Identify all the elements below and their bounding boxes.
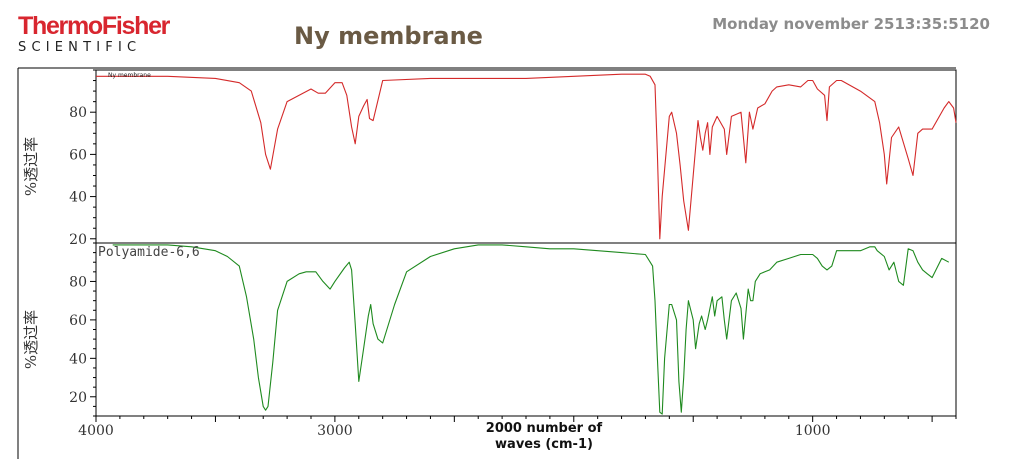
series-line-reference [112, 244, 950, 415]
legend-label: Polyamide-6,6 [98, 245, 200, 260]
panel-frame-1 [95, 69, 957, 244]
axis-ticks [90, 69, 957, 422]
legend-label: Ny membrane [108, 72, 151, 79]
y-axis-label: %透过率 [22, 310, 40, 369]
y-tick-label: 40 [69, 190, 87, 206]
y-axis-label: %透过率 [22, 137, 40, 196]
chart-frame [17, 67, 957, 459]
logo-wordmark: ThermoFisher [18, 12, 170, 40]
x-tick-label: 4000 [78, 423, 114, 439]
brand-logo: ThermoFisher SCIENTIFIC [18, 12, 170, 56]
series-line-sample [96, 73, 957, 240]
y-tick-label: 20 [69, 232, 87, 248]
axis-labels: 20 40 60 80 %透过率 Ny membrane 20 40 60 80 %透过率 Polya… [22, 72, 830, 452]
chart-title: Ny membrane [294, 22, 483, 50]
x-tick-label: 3000 [317, 423, 353, 439]
y-tick-label: 20 [69, 390, 87, 406]
x-axis-label: waves (cm-1) [495, 437, 593, 452]
panel-frame-2 [95, 242, 957, 417]
logo-subtitle: SCIENTIFIC [18, 40, 142, 55]
y-tick-label: 60 [69, 313, 87, 329]
y-tick-label: 60 [69, 147, 87, 163]
y-tick-label: 40 [69, 351, 87, 367]
y-tick-label: 80 [69, 274, 87, 290]
series-lines [96, 73, 957, 415]
y-tick-label: 80 [69, 105, 87, 121]
timestamp: Monday november 2513:35:5120 [712, 15, 990, 33]
x-axis-label: 2000 number of [486, 421, 603, 436]
x-tick-label: 1000 [795, 423, 831, 439]
